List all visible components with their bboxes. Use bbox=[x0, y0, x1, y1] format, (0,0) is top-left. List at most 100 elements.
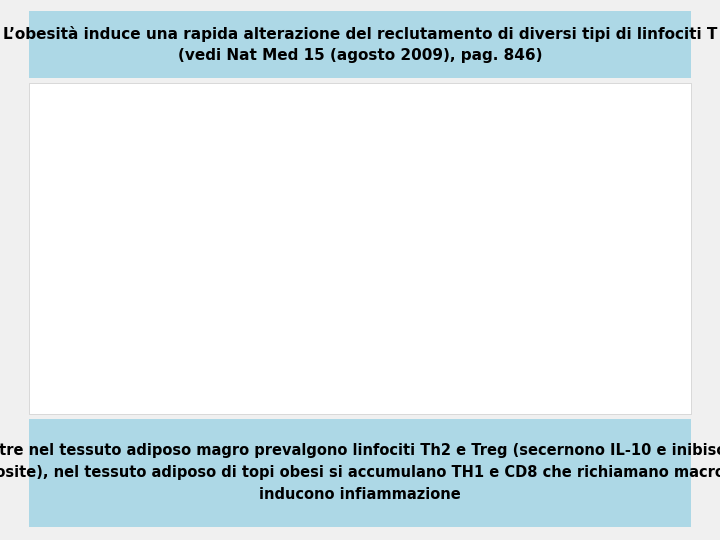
Circle shape bbox=[99, 311, 114, 319]
Ellipse shape bbox=[464, 193, 550, 230]
Circle shape bbox=[290, 301, 304, 308]
Text: IL-10: IL-10 bbox=[108, 258, 132, 268]
Circle shape bbox=[197, 210, 218, 220]
Circle shape bbox=[84, 315, 111, 329]
Circle shape bbox=[634, 288, 649, 296]
Circle shape bbox=[493, 237, 516, 247]
Circle shape bbox=[403, 307, 416, 313]
Circle shape bbox=[94, 301, 120, 314]
Circle shape bbox=[75, 308, 102, 321]
Circle shape bbox=[615, 182, 642, 195]
Ellipse shape bbox=[132, 195, 230, 236]
Circle shape bbox=[168, 244, 188, 253]
Circle shape bbox=[588, 285, 616, 300]
Circle shape bbox=[182, 226, 220, 245]
Circle shape bbox=[397, 313, 422, 325]
Circle shape bbox=[83, 193, 109, 206]
Circle shape bbox=[476, 253, 498, 264]
Circle shape bbox=[75, 185, 102, 199]
Circle shape bbox=[403, 173, 427, 185]
Circle shape bbox=[96, 181, 110, 188]
Circle shape bbox=[403, 316, 416, 322]
Circle shape bbox=[99, 304, 114, 311]
Circle shape bbox=[66, 188, 81, 195]
Text: Effector
T cells: Effector T cells bbox=[279, 326, 315, 347]
Circle shape bbox=[384, 168, 397, 175]
Ellipse shape bbox=[416, 245, 575, 298]
Text: Effector
T cells: Effector T cells bbox=[604, 313, 639, 333]
Circle shape bbox=[594, 288, 610, 296]
Circle shape bbox=[81, 181, 96, 188]
Text: T$_H$2 T cells: T$_H$2 T cells bbox=[60, 158, 109, 171]
Circle shape bbox=[594, 272, 610, 280]
Circle shape bbox=[495, 210, 517, 221]
Circle shape bbox=[408, 176, 421, 183]
Circle shape bbox=[636, 185, 650, 192]
Circle shape bbox=[607, 285, 636, 300]
Circle shape bbox=[74, 195, 89, 203]
Circle shape bbox=[588, 268, 616, 283]
Circle shape bbox=[60, 178, 87, 191]
Circle shape bbox=[600, 175, 627, 188]
Ellipse shape bbox=[442, 209, 576, 281]
Circle shape bbox=[379, 165, 403, 178]
Ellipse shape bbox=[497, 283, 523, 293]
Circle shape bbox=[60, 185, 87, 199]
Circle shape bbox=[615, 175, 642, 188]
Text: IL-10: IL-10 bbox=[199, 285, 222, 295]
Circle shape bbox=[613, 192, 629, 200]
Circle shape bbox=[403, 165, 427, 178]
Circle shape bbox=[90, 185, 116, 199]
FancyBboxPatch shape bbox=[35, 89, 354, 411]
Text: T$_H$2 T cells: T$_H$2 T cells bbox=[379, 144, 428, 157]
Circle shape bbox=[287, 173, 311, 185]
Circle shape bbox=[285, 299, 309, 310]
Text: b: b bbox=[370, 96, 381, 111]
Circle shape bbox=[627, 268, 656, 283]
Circle shape bbox=[273, 308, 286, 315]
Text: Lean: Lean bbox=[125, 96, 158, 110]
Circle shape bbox=[378, 304, 402, 316]
Circle shape bbox=[300, 306, 324, 318]
Circle shape bbox=[81, 304, 96, 311]
Circle shape bbox=[306, 308, 319, 315]
Circle shape bbox=[383, 307, 397, 313]
Circle shape bbox=[613, 288, 630, 296]
Ellipse shape bbox=[482, 290, 509, 300]
Circle shape bbox=[621, 185, 636, 192]
Circle shape bbox=[189, 206, 226, 225]
Ellipse shape bbox=[416, 202, 516, 268]
Text: (CD4$^+$): (CD4$^+$) bbox=[387, 150, 420, 162]
Circle shape bbox=[181, 250, 202, 260]
Circle shape bbox=[397, 304, 422, 316]
Circle shape bbox=[467, 248, 507, 268]
Circle shape bbox=[166, 213, 203, 231]
Circle shape bbox=[634, 272, 649, 280]
Text: (CD4$^+$): (CD4$^+$) bbox=[68, 164, 102, 176]
Circle shape bbox=[306, 301, 319, 308]
Circle shape bbox=[478, 220, 500, 231]
Text: (CD4$^+$): (CD4$^+$) bbox=[612, 160, 644, 173]
Ellipse shape bbox=[168, 197, 247, 233]
Ellipse shape bbox=[477, 219, 560, 278]
Circle shape bbox=[607, 268, 636, 283]
Circle shape bbox=[629, 182, 656, 195]
Circle shape bbox=[292, 176, 305, 183]
Circle shape bbox=[627, 276, 656, 291]
Ellipse shape bbox=[505, 256, 532, 267]
Circle shape bbox=[588, 276, 616, 291]
Circle shape bbox=[159, 239, 197, 258]
Circle shape bbox=[75, 178, 102, 191]
Circle shape bbox=[287, 165, 311, 178]
Circle shape bbox=[594, 280, 610, 288]
Circle shape bbox=[486, 205, 526, 225]
Circle shape bbox=[269, 176, 282, 183]
Circle shape bbox=[624, 297, 639, 305]
Circle shape bbox=[174, 217, 194, 227]
Circle shape bbox=[606, 185, 621, 192]
Ellipse shape bbox=[404, 197, 581, 260]
Circle shape bbox=[66, 181, 81, 188]
Text: (CD4$^+$): (CD4$^+$) bbox=[387, 346, 420, 358]
Circle shape bbox=[606, 178, 621, 185]
Ellipse shape bbox=[150, 212, 258, 271]
